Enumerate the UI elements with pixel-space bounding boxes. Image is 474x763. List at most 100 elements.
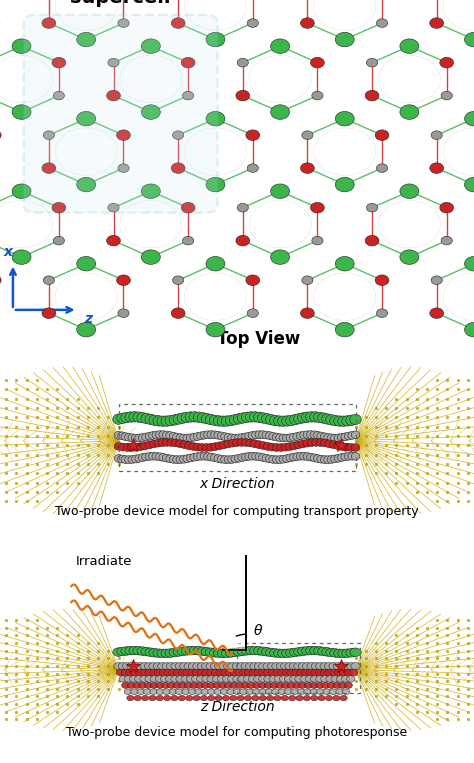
Circle shape: [165, 676, 174, 682]
Circle shape: [228, 676, 236, 682]
Circle shape: [330, 415, 341, 426]
Circle shape: [201, 695, 208, 700]
Circle shape: [118, 19, 129, 27]
Circle shape: [197, 432, 205, 439]
Circle shape: [325, 439, 333, 448]
Circle shape: [316, 682, 324, 688]
Circle shape: [293, 414, 305, 424]
Circle shape: [340, 695, 347, 700]
Circle shape: [42, 163, 56, 173]
Circle shape: [221, 649, 233, 658]
Circle shape: [118, 432, 126, 439]
Circle shape: [443, 273, 474, 320]
Circle shape: [327, 456, 336, 463]
Circle shape: [159, 453, 167, 462]
Circle shape: [334, 454, 343, 462]
Circle shape: [400, 105, 419, 119]
Text: z: z: [84, 311, 92, 326]
Circle shape: [141, 414, 152, 423]
Circle shape: [193, 412, 204, 423]
Circle shape: [224, 433, 233, 441]
Circle shape: [145, 662, 154, 670]
Circle shape: [129, 412, 140, 422]
Circle shape: [169, 689, 177, 694]
Circle shape: [285, 443, 294, 450]
Circle shape: [206, 32, 225, 47]
Circle shape: [227, 689, 234, 694]
Circle shape: [345, 432, 353, 440]
Circle shape: [326, 649, 337, 657]
Circle shape: [277, 416, 289, 427]
Circle shape: [247, 682, 255, 688]
Circle shape: [249, 646, 261, 655]
Circle shape: [125, 646, 136, 655]
Circle shape: [201, 669, 210, 676]
Circle shape: [346, 662, 356, 670]
Circle shape: [52, 202, 66, 213]
Text: x: x: [3, 245, 12, 259]
Circle shape: [186, 434, 195, 442]
Circle shape: [443, 128, 474, 175]
Circle shape: [351, 452, 360, 460]
Circle shape: [173, 669, 182, 676]
Circle shape: [236, 90, 250, 101]
Circle shape: [53, 237, 64, 245]
Circle shape: [162, 454, 171, 462]
Circle shape: [193, 695, 200, 700]
Circle shape: [149, 669, 158, 676]
Circle shape: [255, 441, 263, 449]
FancyBboxPatch shape: [24, 14, 218, 213]
Circle shape: [320, 439, 329, 447]
Circle shape: [77, 256, 96, 271]
Circle shape: [121, 647, 132, 655]
Circle shape: [249, 56, 311, 103]
Circle shape: [43, 276, 55, 285]
Circle shape: [283, 434, 291, 442]
Circle shape: [150, 676, 158, 682]
Circle shape: [159, 669, 168, 676]
Circle shape: [213, 682, 221, 688]
Circle shape: [284, 689, 292, 694]
Circle shape: [268, 669, 277, 676]
Circle shape: [307, 439, 316, 446]
Circle shape: [184, 442, 193, 449]
Circle shape: [131, 689, 138, 694]
Circle shape: [296, 432, 305, 439]
Circle shape: [173, 276, 184, 285]
Circle shape: [338, 416, 349, 427]
Circle shape: [176, 433, 184, 442]
Circle shape: [158, 439, 167, 446]
Circle shape: [271, 39, 290, 53]
Circle shape: [272, 456, 281, 464]
Circle shape: [215, 695, 222, 700]
Circle shape: [318, 695, 325, 700]
Circle shape: [293, 433, 301, 440]
Circle shape: [162, 682, 170, 688]
Circle shape: [258, 453, 267, 462]
Circle shape: [184, 128, 246, 175]
Circle shape: [310, 676, 319, 682]
Circle shape: [376, 164, 388, 172]
Circle shape: [247, 19, 258, 27]
Circle shape: [125, 433, 133, 441]
Circle shape: [149, 662, 158, 670]
Circle shape: [200, 452, 209, 460]
Circle shape: [248, 452, 257, 460]
Circle shape: [350, 414, 361, 425]
Circle shape: [207, 676, 215, 682]
Circle shape: [284, 676, 293, 682]
Circle shape: [334, 649, 345, 658]
Circle shape: [153, 662, 163, 670]
Circle shape: [161, 416, 173, 427]
Circle shape: [128, 443, 136, 452]
Circle shape: [300, 452, 308, 460]
Circle shape: [118, 662, 128, 670]
Circle shape: [142, 433, 150, 441]
Circle shape: [127, 662, 137, 670]
Circle shape: [120, 56, 182, 103]
Circle shape: [186, 676, 195, 682]
Circle shape: [214, 431, 222, 439]
Circle shape: [113, 414, 124, 424]
Circle shape: [335, 111, 354, 126]
Circle shape: [342, 443, 351, 451]
